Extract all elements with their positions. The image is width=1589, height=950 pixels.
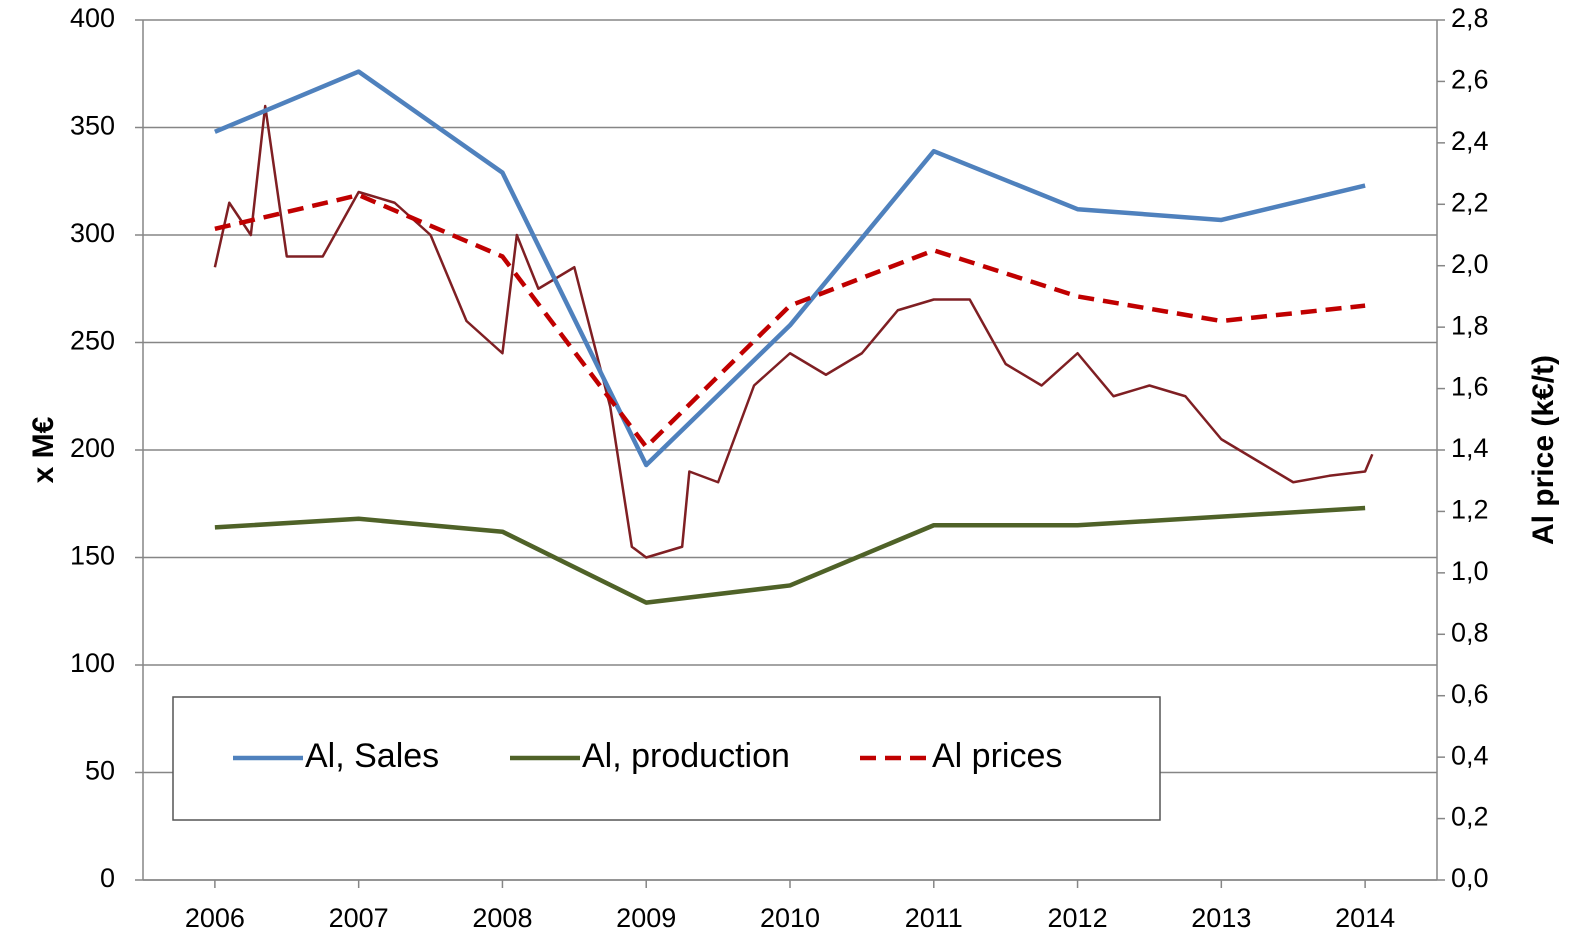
chart: x M€ Al price (k€/t) 0 50 100 150 200 250 300 3… <box>0 0 1589 950</box>
y-tick-label: 300 <box>70 218 115 248</box>
y2-tick-label: 2,2 <box>1451 187 1489 217</box>
y2-tick-label: 1,0 <box>1451 556 1489 586</box>
legend-label: Al, production <box>582 737 790 775</box>
series-line <box>215 195 1365 447</box>
y2-tick-label: 0,8 <box>1451 617 1489 647</box>
y2-tick-label: 1,8 <box>1451 310 1489 340</box>
y2-tick-label: 1,6 <box>1451 372 1489 402</box>
y-tick-label: 200 <box>70 433 115 463</box>
y-tick-label: 50 <box>85 756 115 786</box>
y-tick-label: 400 <box>70 3 115 33</box>
y2-tick-label: 2,8 <box>1451 3 1489 33</box>
y2-tick-label: 2,4 <box>1451 126 1489 156</box>
y2-tick-label: 0,2 <box>1451 802 1489 832</box>
x-tick-label: 2012 <box>1048 903 1108 933</box>
y-tick-label: 100 <box>70 648 115 678</box>
y2-tick-label: 1,4 <box>1451 433 1489 463</box>
y2-tick-label: 1,2 <box>1451 495 1489 525</box>
x-tick-label: 2009 <box>616 903 676 933</box>
y2-tick-label: 0,0 <box>1451 863 1489 893</box>
y2-tick-label: 2,6 <box>1451 65 1489 95</box>
legend-label: Al, Sales <box>305 737 439 775</box>
y2-tick-label: 0,6 <box>1451 679 1489 709</box>
x-tick-label: 2014 <box>1335 903 1395 933</box>
y-tick-label: 0 <box>100 863 115 893</box>
y-tick-label: 350 <box>70 111 115 141</box>
legend-label: Al prices <box>932 737 1062 775</box>
series-line <box>215 508 1365 603</box>
x-tick-label: 2006 <box>185 903 245 933</box>
y-axis-title: x M€ <box>27 416 60 483</box>
x-tick-label: 2007 <box>329 903 389 933</box>
x-tick-label: 2011 <box>905 903 963 933</box>
y2-tick-label: 0,4 <box>1451 740 1489 770</box>
x-tick-label: 2008 <box>472 903 532 933</box>
x-tick-label: 2013 <box>1191 903 1251 933</box>
y-tick-label: 150 <box>70 541 115 571</box>
y2-tick-label: 2,0 <box>1451 249 1489 279</box>
x-tick-label: 2010 <box>760 903 820 933</box>
y-tick-label: 250 <box>70 326 115 356</box>
y2-axis-title: Al price (k€/t) <box>1527 355 1560 545</box>
series-line <box>215 106 1372 558</box>
